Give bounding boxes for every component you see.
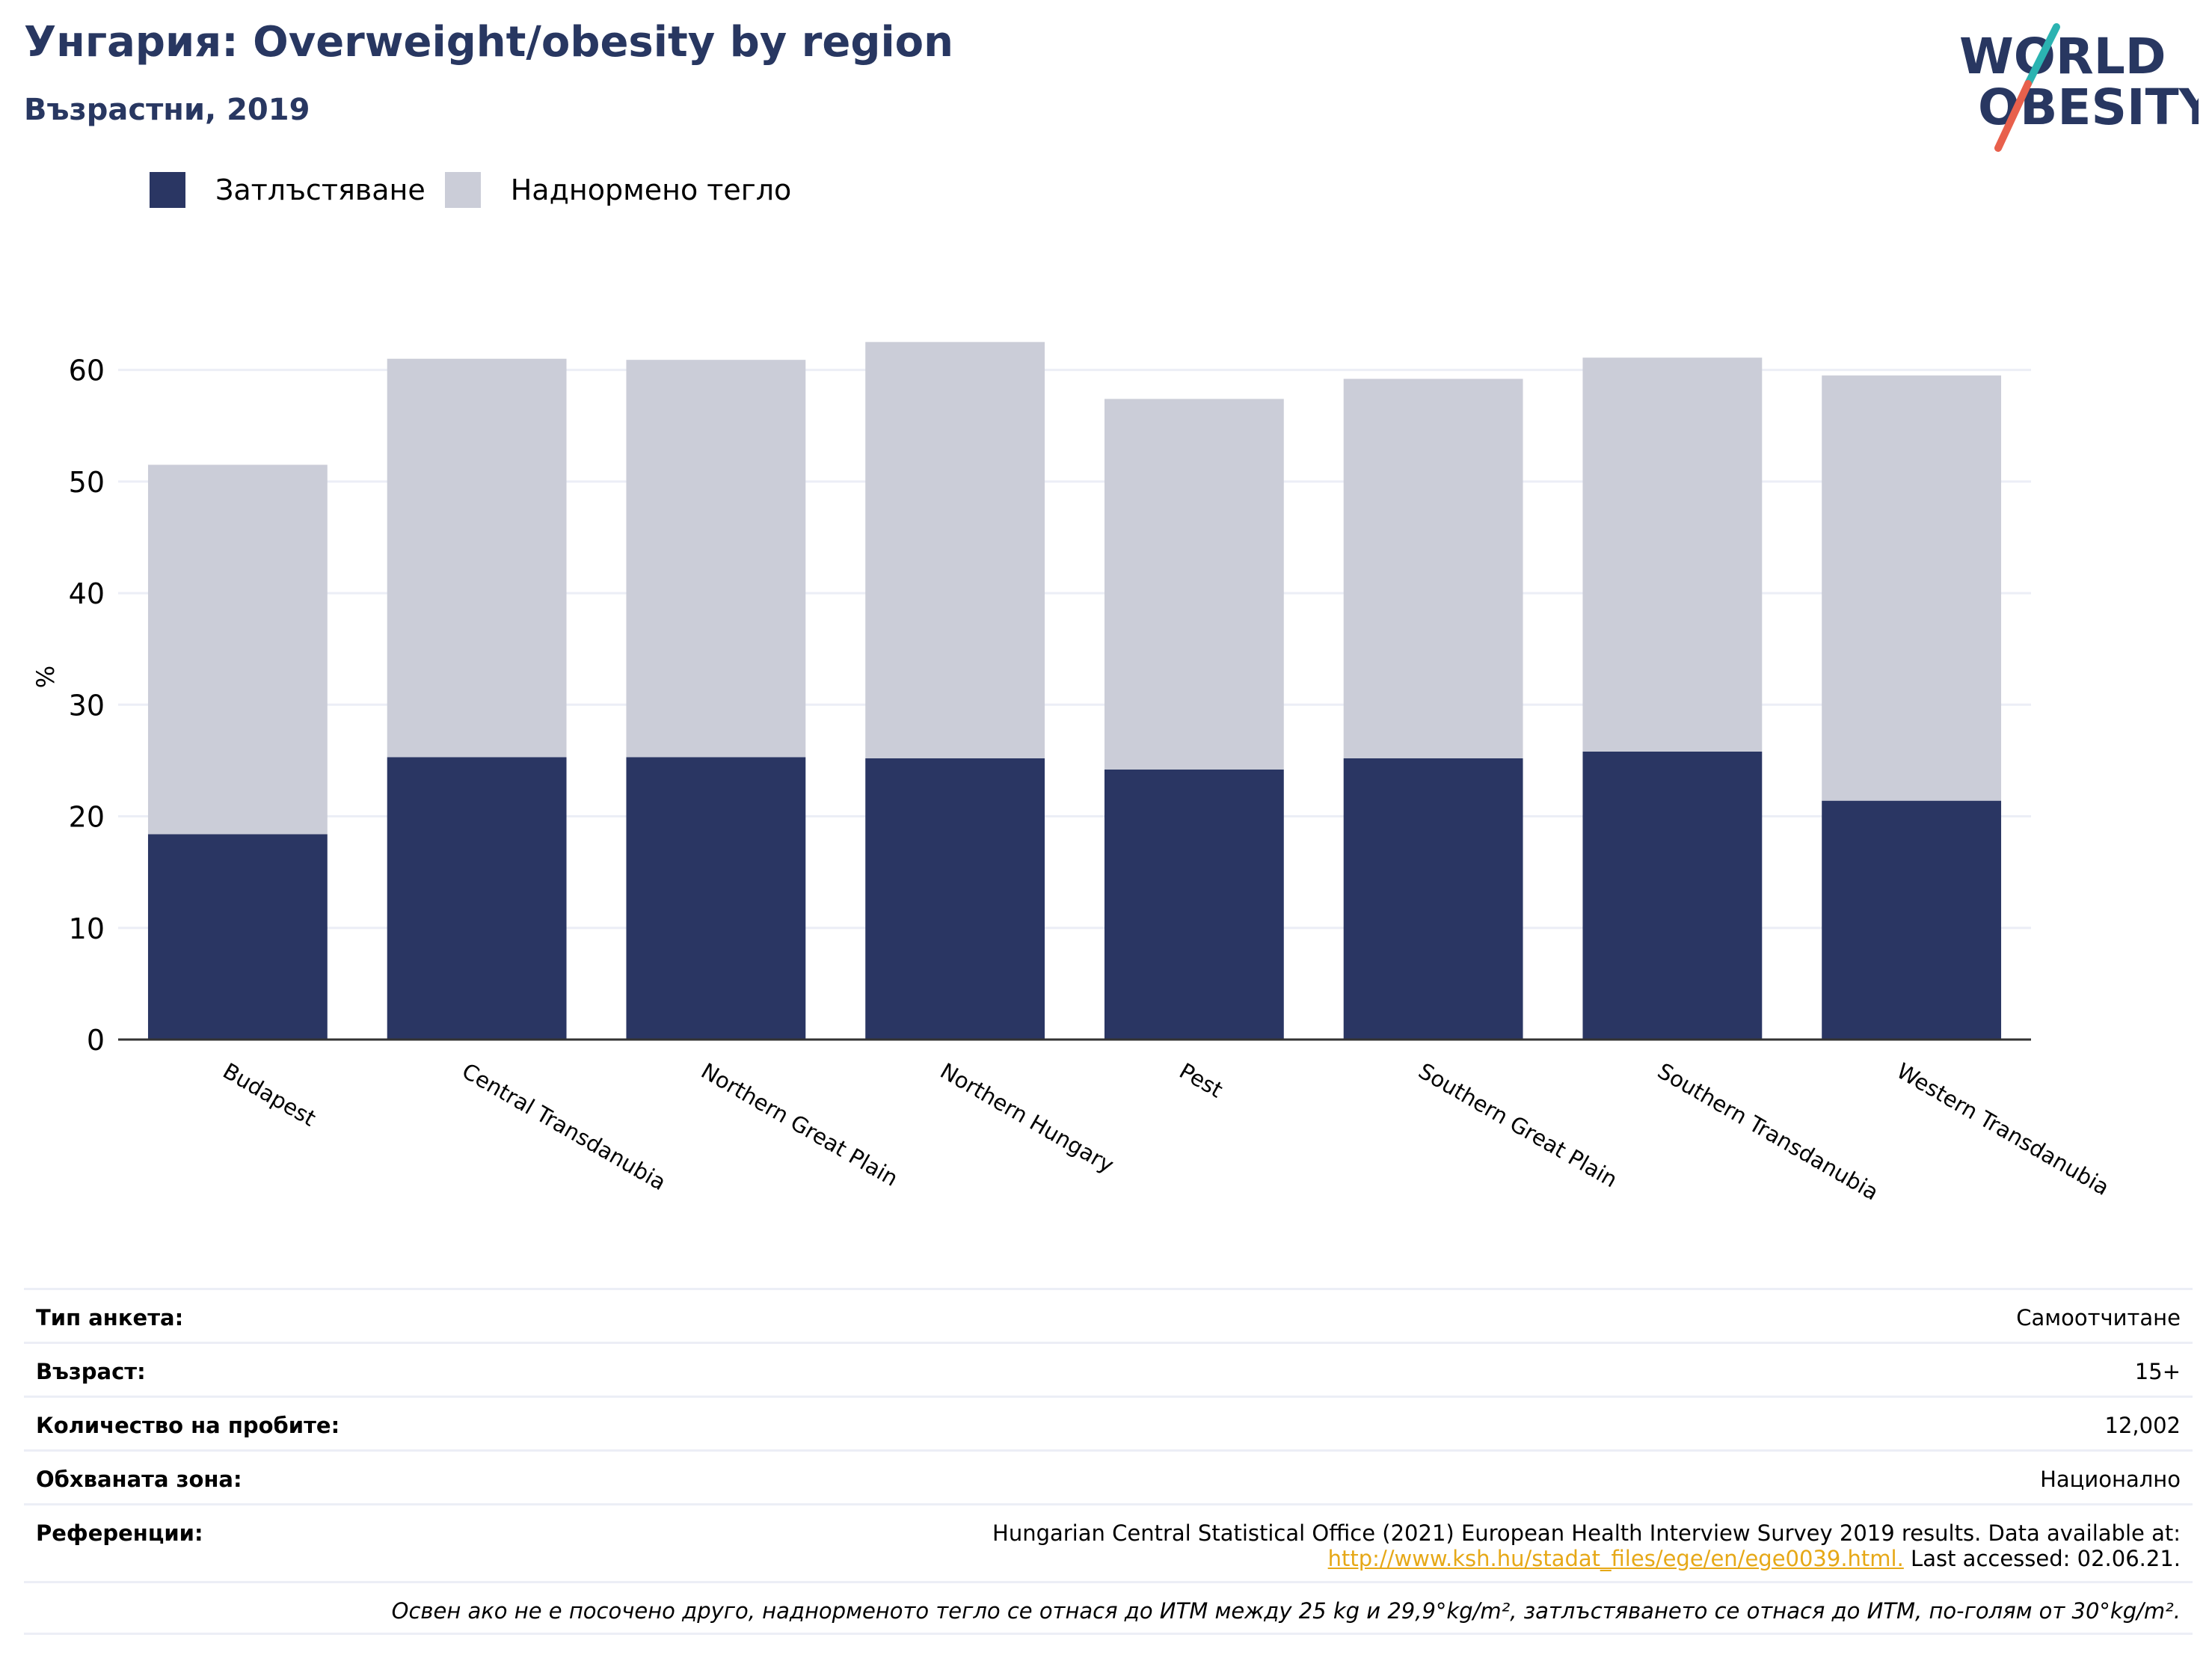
legend-label-obesity: Затлъстяване — [215, 174, 425, 206]
x-tick-label: Central Transdanubia — [458, 1058, 670, 1196]
age-label: Възраст: — [36, 1359, 146, 1384]
bmi-footnote: Освен ако не е посочено друго, наднормен… — [391, 1598, 2181, 1624]
y-tick-label: 40 — [69, 577, 105, 610]
legend-item-obesity: Затлъстяване — [150, 172, 425, 208]
bar-overweight-5 — [1343, 378, 1523, 758]
footnote-row: Освен ако не е посочено друго, наднормен… — [24, 1581, 2193, 1635]
sample-value: 12,002 — [2104, 1413, 2181, 1438]
chart-legend: Затлъстяване Наднормено тегло — [150, 172, 811, 208]
y-tick-label: 30 — [69, 689, 105, 722]
legend-label-overweight: Наднормено тегло — [510, 174, 792, 206]
bar-obesity-0 — [147, 834, 328, 1040]
info-row-references: Референции: Hungarian Central Statistica… — [24, 1503, 2193, 1581]
bar-overweight-6 — [1582, 357, 1763, 752]
legend-swatch-obesity — [150, 172, 185, 208]
y-tick-label: 60 — [69, 354, 105, 387]
bar-overweight-2 — [626, 360, 806, 758]
info-row-survey-type: Тип анкета: Самоотчитане — [24, 1288, 2193, 1342]
bar-obesity-6 — [1582, 751, 1763, 1040]
bar-obesity-7 — [1822, 800, 2002, 1040]
y-axis-label: % — [31, 666, 60, 688]
x-tick-label: Northern Great Plain — [697, 1058, 903, 1191]
chart-title: Унгария: Overweight/obesity by region — [24, 18, 954, 67]
stacked-bar-chart: 0 10 20 30 40 50 60% Budapest Central Transdanub… — [31, 342, 2114, 1206]
info-row-area: Обхваната зона: Национално — [24, 1449, 2193, 1503]
info-row-age: Възраст: 15+ — [24, 1342, 2193, 1396]
bar-obesity-2 — [626, 757, 806, 1040]
legend-swatch-overweight — [444, 172, 481, 208]
bar-overweight-4 — [1104, 399, 1284, 770]
chart-subtitle: Възрастни, 2019 — [24, 93, 310, 127]
bar-obesity-3 — [865, 758, 1045, 1040]
legend-item-overweight: Наднормено тегло — [444, 172, 792, 208]
survey-type-value: Самоотчитане — [2016, 1305, 2181, 1330]
bar-obesity-5 — [1343, 758, 1523, 1040]
bar-obesity-1 — [387, 757, 567, 1040]
x-tick-label: Southern Great Plain — [1414, 1058, 1622, 1193]
world-obesity-logo: WORLD OBESITY — [1959, 23, 2199, 152]
references-link[interactable]: http://www.ksh.hu/stadat_files/ege/en/eg… — [1327, 1546, 1904, 1571]
y-tick-label: 20 — [69, 801, 105, 834]
survey-type-label: Тип анкета: — [36, 1305, 184, 1330]
info-table: Тип анкета: Самоотчитане Възраст: 15+ Ко… — [24, 1288, 2193, 1635]
x-tick-label: Pest — [1175, 1058, 1227, 1103]
references-value: Hungarian Central Statistical Office (20… — [992, 1520, 2181, 1571]
y-tick-label: 10 — [69, 912, 105, 945]
bar-overweight-3 — [865, 342, 1045, 758]
y-tick-label: 0 — [87, 1024, 105, 1057]
x-tick-label: Budapest — [218, 1058, 320, 1132]
references-text: Hungarian Central Statistical Office (20… — [992, 1520, 2181, 1546]
logo-line1: WORLD — [1959, 28, 2166, 85]
bar-overweight-7 — [1822, 375, 2002, 801]
x-tick-label: Northern Hungary — [936, 1058, 1119, 1178]
references-accessed: Last accessed: 02.06.21. — [1911, 1546, 2181, 1571]
info-row-sample: Количество на пробите: 12,002 — [24, 1396, 2193, 1449]
y-tick-label: 50 — [69, 466, 105, 499]
bar-obesity-4 — [1104, 769, 1284, 1040]
bar-overweight-0 — [147, 464, 328, 835]
references-label: Референции: — [36, 1520, 203, 1546]
area-label: Обхваната зона: — [36, 1467, 242, 1492]
sample-label: Количество на пробите: — [36, 1413, 340, 1438]
bar-overweight-1 — [387, 358, 567, 758]
x-tick-label: Western Transdanubia — [1893, 1058, 2114, 1200]
age-value: 15+ — [2134, 1359, 2181, 1384]
area-value: Национално — [2040, 1467, 2181, 1492]
x-tick-label: Southern Transdanubia — [1653, 1058, 1883, 1206]
